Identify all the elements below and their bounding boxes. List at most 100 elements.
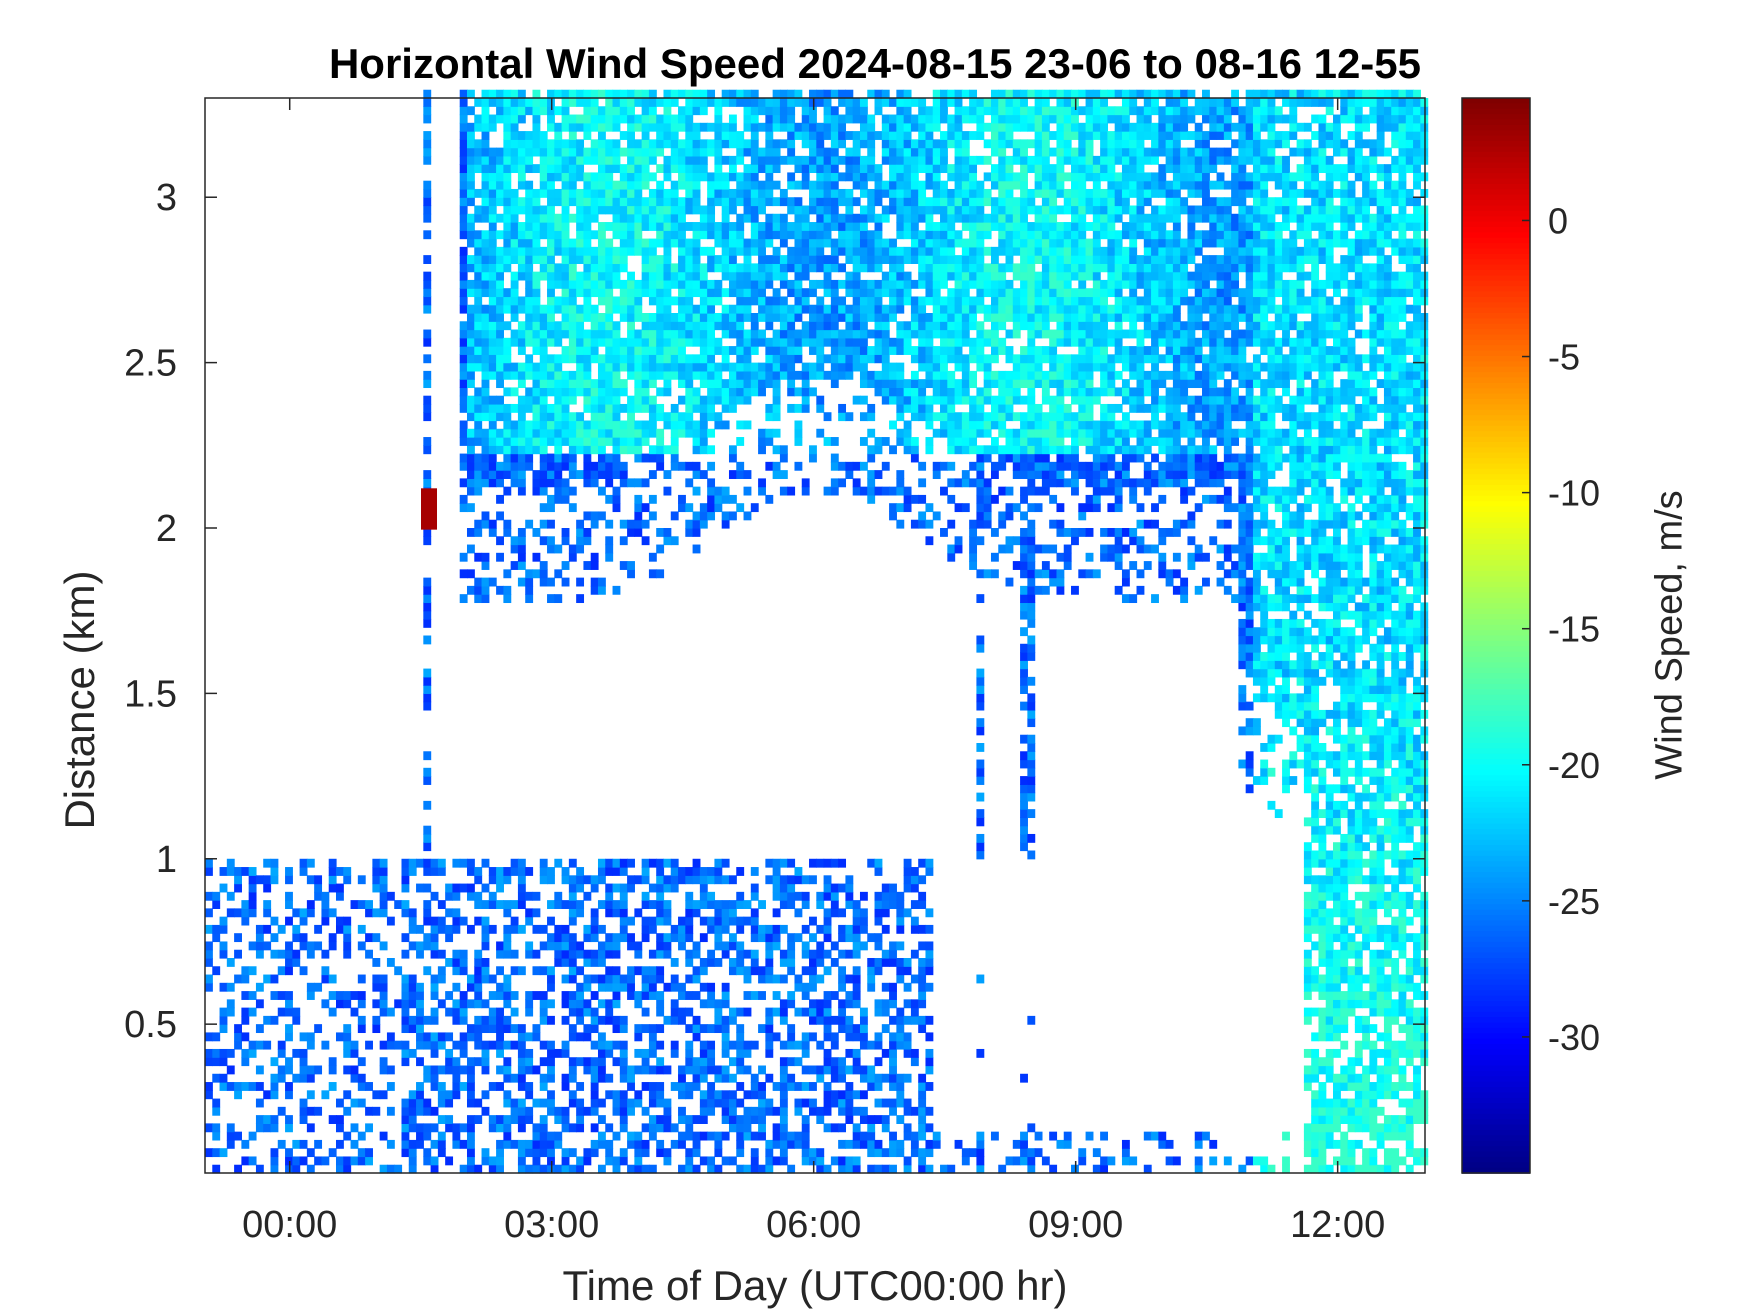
heatmap-cell bbox=[205, 1048, 213, 1058]
heatmap-cell bbox=[576, 329, 585, 339]
heatmap-cell bbox=[554, 362, 563, 372]
heatmap-cell bbox=[852, 1057, 861, 1067]
heatmap-cell bbox=[881, 362, 890, 372]
heatmap-cell bbox=[561, 238, 570, 248]
heatmap-cell bbox=[983, 271, 992, 281]
heatmap-cell bbox=[517, 395, 526, 405]
heatmap-cell bbox=[925, 114, 934, 124]
heatmap-cell bbox=[714, 164, 723, 174]
heatmap-cell bbox=[779, 999, 788, 1009]
heatmap-cell bbox=[685, 296, 694, 306]
heatmap-cell bbox=[496, 445, 504, 455]
heatmap-cell bbox=[830, 321, 839, 331]
heatmap-cell bbox=[605, 180, 614, 190]
heatmap-cell bbox=[983, 263, 992, 273]
heatmap-cell bbox=[474, 230, 483, 240]
heatmap-cell bbox=[830, 883, 839, 893]
heatmap-cell bbox=[532, 279, 541, 289]
heatmap-cell bbox=[685, 908, 694, 918]
heatmap-cell bbox=[685, 991, 694, 1000]
heatmap-cell bbox=[590, 974, 599, 984]
heatmap-cell bbox=[830, 991, 839, 1000]
heatmap-cell bbox=[823, 891, 832, 901]
heatmap-cell bbox=[423, 610, 432, 620]
heatmap-cell bbox=[634, 941, 643, 951]
heatmap-cell bbox=[437, 1148, 446, 1158]
heatmap-cell bbox=[430, 916, 439, 926]
heatmap-cell bbox=[219, 916, 228, 926]
heatmap-cell bbox=[809, 139, 817, 149]
heatmap-cell bbox=[765, 213, 774, 223]
heatmap-cell bbox=[525, 321, 534, 331]
heatmap-cell bbox=[459, 296, 468, 306]
heatmap-cell bbox=[816, 428, 825, 438]
heatmap-cell bbox=[699, 1057, 708, 1067]
heatmap-cell bbox=[685, 1156, 694, 1166]
heatmap-cell bbox=[612, 900, 621, 909]
heatmap-cell bbox=[576, 445, 585, 455]
heatmap-cell bbox=[809, 164, 817, 174]
heatmap-cell bbox=[532, 486, 541, 496]
heatmap-cell bbox=[925, 908, 934, 918]
heatmap-cell bbox=[466, 370, 475, 380]
heatmap-cell bbox=[517, 205, 526, 215]
heatmap-cell bbox=[845, 255, 854, 264]
heatmap-cell bbox=[765, 172, 774, 182]
heatmap-cell bbox=[554, 941, 563, 951]
heatmap-cell bbox=[503, 470, 512, 479]
heatmap-cell bbox=[765, 974, 774, 984]
heatmap-cell bbox=[517, 1164, 526, 1174]
heatmap-cell bbox=[801, 255, 810, 264]
heatmap-cell bbox=[794, 197, 803, 207]
heatmap-cell bbox=[597, 246, 606, 256]
heatmap-cell bbox=[918, 1131, 927, 1141]
heatmap-cell bbox=[612, 1024, 621, 1034]
heatmap-cell bbox=[896, 271, 905, 281]
heatmap-cell bbox=[903, 1098, 912, 1108]
heatmap-cell bbox=[663, 131, 672, 140]
heatmap-cell bbox=[459, 1164, 468, 1174]
heatmap-cell bbox=[619, 1015, 628, 1025]
heatmap-cell bbox=[983, 362, 992, 372]
heatmap-cell bbox=[765, 949, 774, 959]
heatmap-cell bbox=[379, 891, 388, 901]
heatmap-cell bbox=[852, 1139, 861, 1149]
heatmap-cell bbox=[517, 1024, 526, 1034]
heatmap-cell bbox=[648, 883, 657, 893]
heatmap-cell bbox=[816, 304, 825, 314]
heatmap-cell bbox=[932, 238, 941, 248]
heatmap-cell bbox=[940, 403, 948, 413]
heatmap-cell bbox=[605, 403, 614, 413]
heatmap-cell bbox=[597, 395, 606, 405]
heatmap-cell bbox=[830, 279, 839, 289]
heatmap-cell bbox=[517, 875, 526, 885]
heatmap-cell bbox=[881, 1098, 890, 1108]
heatmap-cell bbox=[721, 89, 730, 99]
heatmap-cell bbox=[889, 131, 897, 140]
heatmap-cell bbox=[627, 1082, 635, 1091]
heatmap-cell bbox=[903, 445, 912, 455]
heatmap-cell bbox=[954, 354, 963, 364]
heatmap-cell bbox=[474, 246, 483, 256]
heatmap-cell bbox=[707, 949, 716, 959]
heatmap-cell bbox=[525, 313, 534, 322]
heatmap-cell bbox=[692, 106, 701, 116]
heatmap-cell bbox=[925, 1032, 934, 1042]
heatmap-cell bbox=[285, 941, 293, 951]
heatmap-cell bbox=[940, 346, 948, 355]
heatmap-cell bbox=[619, 428, 628, 438]
heatmap-cell bbox=[488, 205, 497, 215]
heatmap-cell bbox=[561, 528, 570, 537]
heatmap-cell bbox=[787, 122, 796, 132]
heatmap-cell bbox=[568, 891, 577, 901]
heatmap-cell bbox=[852, 172, 861, 182]
heatmap-cell bbox=[474, 949, 483, 959]
heatmap-cell bbox=[750, 197, 759, 207]
heatmap-cell bbox=[721, 924, 730, 934]
heatmap-cell bbox=[721, 916, 730, 926]
heatmap-cell bbox=[787, 958, 796, 967]
heatmap-cell bbox=[699, 222, 708, 231]
heatmap-cell bbox=[685, 891, 694, 901]
heatmap-cell bbox=[488, 1156, 497, 1166]
heatmap-cell bbox=[306, 991, 315, 1000]
